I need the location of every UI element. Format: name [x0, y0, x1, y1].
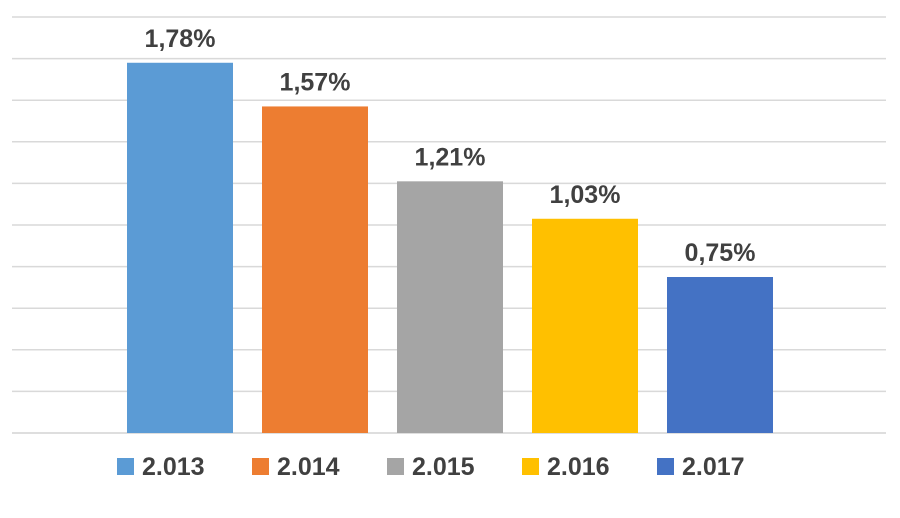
legend-label: 2.015 [412, 453, 475, 481]
data-label: 0,75% [685, 239, 756, 267]
bar-2.014 [262, 106, 368, 433]
bar-2.015 [397, 181, 503, 433]
legend-swatch [117, 458, 134, 475]
legend-swatch [252, 458, 269, 475]
data-label: 1,03% [550, 181, 621, 209]
bars [127, 62, 773, 433]
legend-label: 2.013 [142, 453, 205, 481]
bar-2.013 [127, 62, 233, 433]
legend: 2.013 2.014 2.015 2.016 2.017 [117, 453, 745, 481]
legend-label: 2.014 [277, 453, 340, 481]
data-label: 1,57% [280, 68, 351, 96]
data-label: 1,21% [415, 143, 486, 171]
data-labels: 1,78% 1,57% 1,21% 1,03% 0,75% [145, 25, 756, 267]
legend-swatch [657, 458, 674, 475]
legend-label: 2.016 [547, 453, 610, 481]
data-label: 1,78% [145, 25, 216, 53]
legend-label: 2.017 [682, 453, 745, 481]
bar-2.016 [532, 218, 638, 433]
legend-swatch [387, 458, 404, 475]
legend-swatch [522, 458, 539, 475]
bar-2.017 [667, 277, 773, 433]
